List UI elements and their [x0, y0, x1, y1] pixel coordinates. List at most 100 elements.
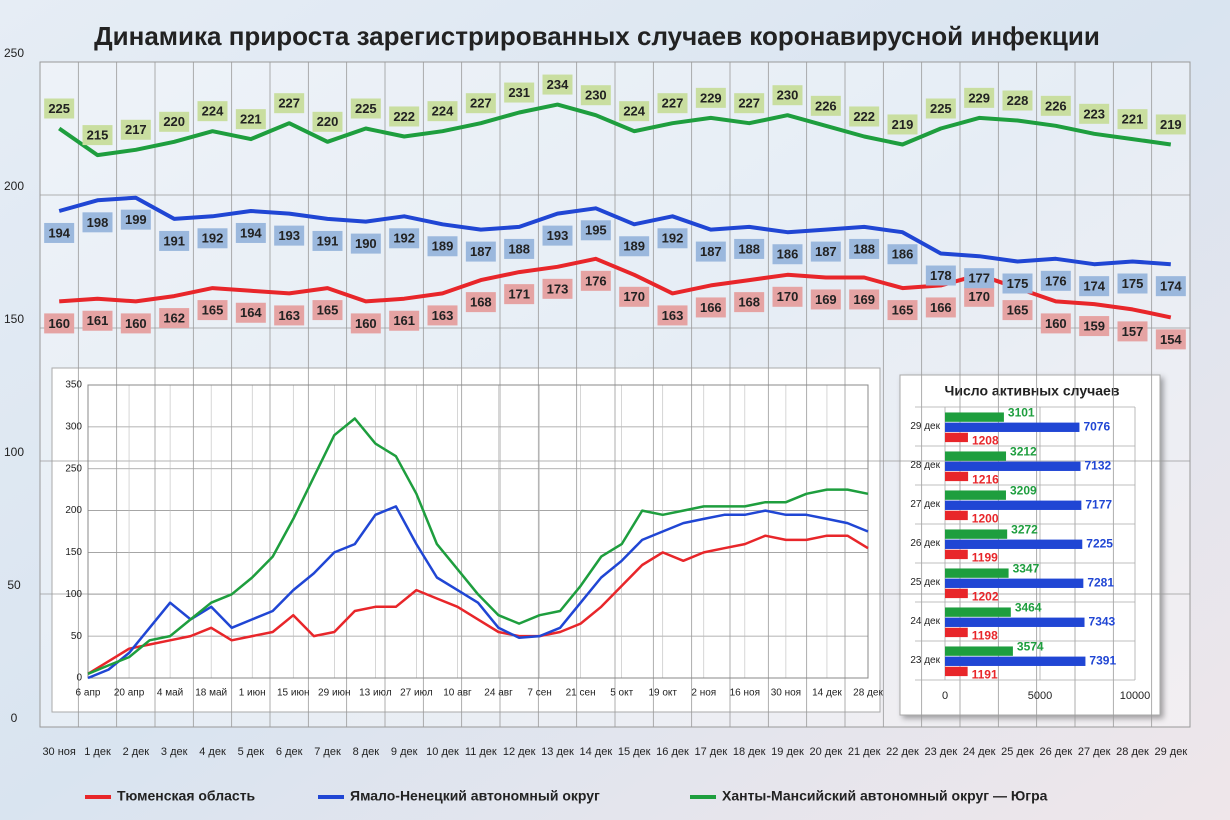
bar [945, 578, 1084, 588]
bar [945, 549, 968, 560]
data-label-bg [1079, 276, 1110, 297]
y-tick-label: 100 [4, 445, 24, 459]
data-label: 160 [48, 316, 70, 331]
data-label: 3347 [1013, 561, 1040, 575]
data-label-bg [504, 284, 535, 305]
x-tick-label: 9 дек [391, 746, 418, 758]
data-label: 1202 [972, 590, 999, 604]
data-label: 189 [432, 239, 454, 254]
data-label-bg [925, 98, 956, 119]
data-label-bg [1079, 316, 1110, 337]
data-label-bg [1155, 329, 1186, 350]
data-label-bg [964, 268, 995, 289]
data-label-bg [542, 225, 573, 246]
bar [945, 432, 968, 443]
data-label-bg [810, 241, 841, 262]
bar [945, 656, 1086, 666]
data-label: 193 [278, 228, 300, 243]
data-label-bg [964, 87, 995, 108]
data-label-bg [734, 93, 765, 114]
legend-label: Ханты-Мансийский автономный округ — Югра [722, 788, 1048, 804]
x-tick-label: 19 дек [771, 746, 804, 758]
bar [945, 490, 1006, 500]
x-tick-label: 14 дек [580, 746, 613, 758]
data-label: 188 [738, 241, 760, 256]
y-tick-label: 50 [7, 578, 21, 592]
data-label: 1200 [972, 512, 999, 526]
y-tick-label: 26 дек [910, 538, 940, 549]
x-tick-label: 2 ноя [691, 688, 716, 699]
x-tick-label: 0 [942, 690, 948, 702]
y-tick-label: 0 [76, 673, 82, 684]
data-label: 187 [700, 244, 722, 259]
data-label: 7281 [1087, 575, 1114, 589]
data-label: 194 [240, 225, 262, 240]
x-tick-label: 16 ноя [730, 688, 760, 699]
data-label: 168 [738, 295, 760, 310]
bar [945, 529, 1008, 539]
y-tick-label: 100 [65, 589, 82, 600]
data-label: 231 [508, 85, 530, 100]
data-label-bg [82, 310, 113, 331]
data-label: 173 [547, 281, 569, 296]
data-label: 3574 [1017, 639, 1044, 653]
data-label-bg [925, 265, 956, 286]
x-tick-label: 15 дек [618, 746, 651, 758]
x-tick-label: 16 дек [656, 746, 689, 758]
data-label: 162 [163, 311, 185, 326]
data-label: 225 [355, 101, 377, 116]
x-tick-label: 5 дек [238, 746, 265, 758]
data-label: 186 [892, 247, 914, 262]
data-label: 223 [1083, 106, 1105, 121]
inset-line-box [51, 367, 881, 713]
bar [945, 412, 1004, 422]
x-tick-label: 18 май [195, 688, 227, 699]
data-label: 217 [125, 122, 147, 137]
data-label: 227 [278, 96, 300, 111]
data-label: 177 [968, 271, 990, 286]
data-label-bg [350, 98, 381, 119]
x-tick-label: 3 дек [161, 746, 188, 758]
data-label-bg [504, 238, 535, 259]
bar [945, 568, 1009, 578]
data-label: 1191 [972, 668, 998, 682]
data-label-bg [465, 292, 496, 313]
series-line [87, 417, 869, 675]
y-tick-label: 200 [65, 505, 82, 516]
data-label: 165 [892, 303, 914, 318]
data-label-bg [350, 313, 381, 334]
y-tick-label: 0 [11, 711, 18, 725]
data-label: 192 [202, 231, 224, 246]
data-label: 191 [163, 233, 185, 248]
bar [945, 539, 1083, 549]
data-label: 230 [777, 88, 799, 103]
x-tick-label: 27 дек [1078, 746, 1111, 758]
x-tick-label: 12 дек [503, 746, 536, 758]
x-tick-label: 20 апр [114, 688, 145, 699]
bar [945, 500, 1082, 510]
legend-label: Ямало-Ненецкий автономный округ [350, 788, 600, 804]
data-label: 7391 [1089, 653, 1116, 667]
y-tick-label: 28 дек [910, 460, 940, 471]
data-label-bg [159, 230, 190, 251]
data-label: 157 [1122, 324, 1144, 339]
data-label: 227 [470, 96, 492, 111]
data-label: 199 [125, 212, 147, 227]
data-label: 165 [317, 303, 339, 318]
x-tick-label: 19 окт [648, 688, 677, 699]
x-tick-label: 10000 [1120, 690, 1151, 702]
data-label: 224 [623, 104, 645, 119]
data-label: 170 [623, 289, 645, 304]
x-tick-label: 18 дек [733, 746, 766, 758]
data-label-bg [1002, 273, 1033, 294]
x-tick-label: 24 авг [484, 688, 513, 699]
data-label: 219 [892, 117, 914, 132]
x-tick-label: 24 дек [963, 746, 996, 758]
x-tick-label: 21 сен [566, 688, 596, 699]
data-label-bg [274, 93, 305, 114]
bar [945, 422, 1080, 432]
data-label: 178 [930, 268, 952, 283]
data-label-bg [82, 212, 113, 233]
data-label-bg [1002, 300, 1033, 321]
